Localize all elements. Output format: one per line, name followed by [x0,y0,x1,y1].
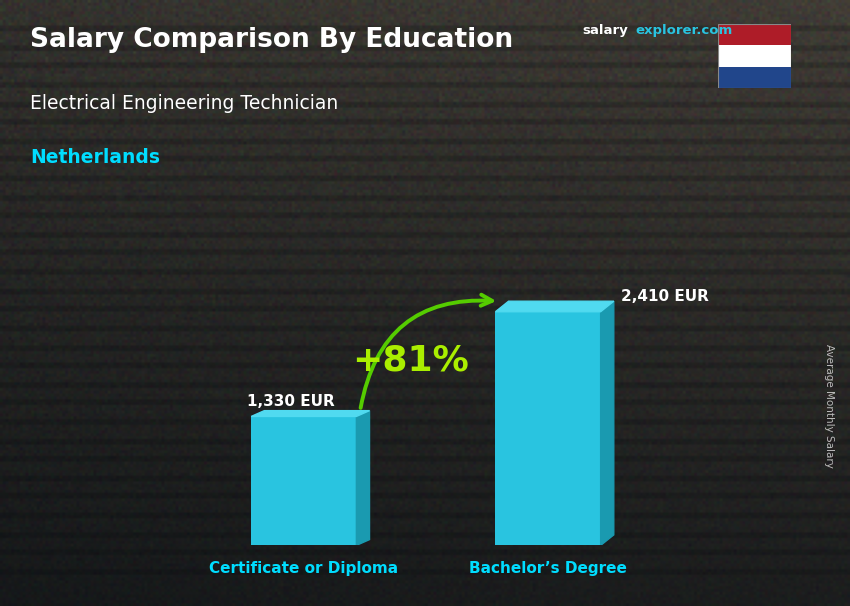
Bar [718,24,791,45]
Text: explorer.com: explorer.com [636,24,733,37]
Text: Salary Comparison By Education: Salary Comparison By Education [30,27,513,53]
Bar [251,416,356,545]
Text: Certificate or Diploma: Certificate or Diploma [209,561,399,576]
Bar [718,45,791,67]
Text: salary: salary [582,24,628,37]
Polygon shape [601,301,614,545]
Text: Netherlands: Netherlands [30,148,160,167]
Text: Electrical Engineering Technician: Electrical Engineering Technician [30,94,338,113]
Text: Bachelor’s Degree: Bachelor’s Degree [469,561,627,576]
Text: +81%: +81% [353,343,469,377]
Polygon shape [251,411,370,416]
Text: 1,330 EUR: 1,330 EUR [247,394,335,408]
Polygon shape [356,411,370,545]
Text: 2,410 EUR: 2,410 EUR [621,289,709,304]
Bar [718,67,791,88]
Bar [496,311,601,545]
Text: Average Monthly Salary: Average Monthly Salary [824,344,834,468]
Polygon shape [496,301,614,311]
